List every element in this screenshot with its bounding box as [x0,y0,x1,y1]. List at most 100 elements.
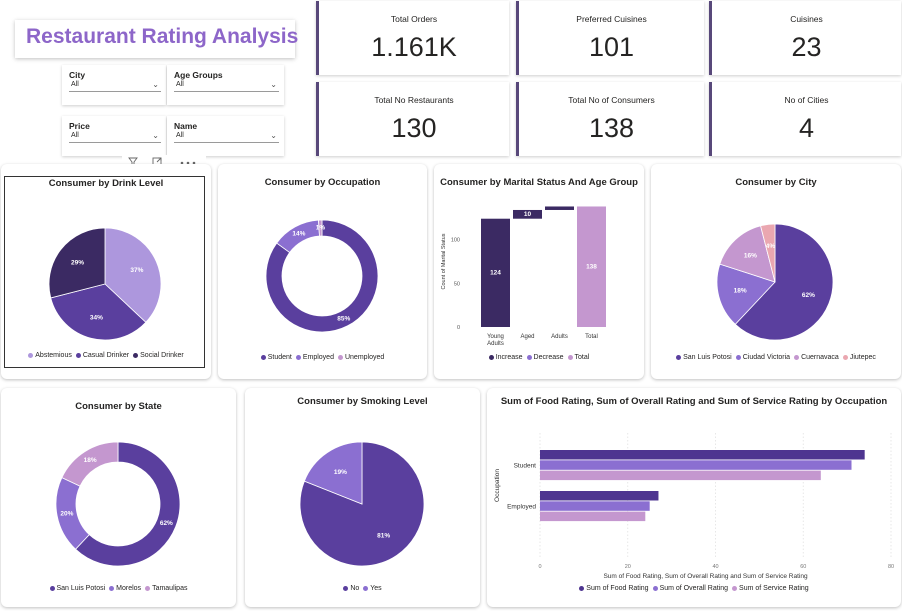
state-donut[interactable]: 62% 20% 18% [1,388,236,607]
pie-slice-abstemious[interactable] [104,227,162,323]
slicer-name[interactable]: Name All ⌄ [167,116,284,156]
kpi-label: Total No of Consumers [568,95,655,105]
legend-label: Sum of Service Rating [739,585,809,592]
waterfall-bar-young-adults[interactable] [481,218,510,327]
data-label: 18% [734,288,747,295]
data-label: 29% [71,259,84,266]
legend-item[interactable]: Abstemious [28,352,72,359]
slicer-price-dropdown[interactable]: All ⌄ [69,131,161,143]
legend-marker [260,354,266,360]
card-city[interactable]: Consumer by City 62% 18% 16% 4% San Luis Po… [651,164,901,379]
legend-marker [363,585,369,591]
more-options-icon[interactable] [180,161,196,165]
chart-legend: San Luis Potosi Ciudad Victoria Cuernavaca… [651,354,901,361]
pie-slice-cuernavaca[interactable] [719,225,776,283]
legend-item[interactable]: Cuernavaca [794,354,839,361]
pie-slice-student[interactable] [265,219,379,333]
slicer-name-dropdown[interactable]: All ⌄ [174,131,279,143]
bar-employed-sum-of-service-rating[interactable] [540,511,646,522]
legend-marker [735,354,741,360]
chart-title: Consumer by Smoking Level [297,396,428,407]
slicer-name-value: All [176,132,184,139]
chevron-down-icon: ⌄ [152,131,159,140]
legend-marker [526,354,532,360]
pie-slice-unemployed[interactable] [318,219,323,237]
legend-label: Decrease [533,354,564,361]
legend-item[interactable]: Morelos [109,585,141,592]
smoking-level-pie[interactable]: 81% 19% [245,388,480,607]
card-ratings-by-occupation[interactable]: Sum of Food Rating, Sum of Overall Ratin… [487,388,901,607]
x-tick-label: 80 [888,564,894,570]
card-marital-status[interactable]: Consumer by Marital Status And Age Group… [434,164,644,379]
legend-item[interactable]: Sum of Overall Rating [652,585,728,592]
card-occupation[interactable]: Consumer by Occupation 85% 14% 1% Student E… [218,164,427,379]
kpi-label: Cuisines [790,14,823,24]
chart-legend: Abstemious Casual Drinker Social Drinker [1,352,211,359]
ratings-by-occupation-bar[interactable]: 0 20 40 60 80 Sum of Food Rating, Sum of Over… [487,388,901,607]
bar-employed-sum-of-food-rating[interactable] [540,491,659,501]
marital-status-waterfall[interactable]: Count of Marital Status050100124YoungAdu… [434,164,644,379]
occupation-donut[interactable]: 85% 14% 1% [218,164,427,379]
x-tick-label: 40 [712,564,718,570]
slicer-price[interactable]: Price All ⌄ [62,116,166,156]
legend-item[interactable]: Decrease [526,354,564,361]
waterfall-bar-adults[interactable] [545,206,574,210]
slicer-age-groups-dropdown[interactable]: All ⌄ [174,80,279,92]
kpi-preferred-cuisines: Preferred Cuisines 101 [516,1,704,75]
legend-item[interactable]: San Luis Potosi [676,354,732,361]
card-drink-level[interactable]: Consumer by Drink Level 37% 34% 29% Abstem… [1,164,211,379]
legend-item[interactable]: Sum of Service Rating [732,585,809,592]
legend-item[interactable]: Casual Drinker [75,352,129,359]
legend-item[interactable]: Jiutepec [842,354,876,361]
legend-item[interactable]: Sum of Food Rating [579,585,649,592]
pie-slice-social-drinker[interactable] [48,227,106,299]
legend-item[interactable]: Employed [295,354,334,361]
chart-title: Consumer by City [735,177,817,188]
x-tick-label: 60 [800,564,806,570]
legend-item[interactable]: Yes [363,585,382,592]
legend-item[interactable]: Tamaulipas [145,585,187,592]
legend-label: Total [574,354,590,361]
legend-item[interactable]: San Luis Potosi [49,585,105,592]
card-state[interactable]: Consumer by State 62% 20% 18% San Luis Pot… [1,388,236,607]
data-label: 85% [337,315,350,322]
pie-slice-tamaulipas[interactable] [61,441,119,487]
legend-item[interactable]: No [343,585,359,592]
slicer-city[interactable]: City All ⌄ [62,65,166,105]
bar-student-sum-of-service-rating[interactable] [540,470,821,481]
chevron-down-icon: ⌄ [270,80,277,89]
chart-legend: Increase Decrease Total [434,354,644,361]
city-pie[interactable]: 62% 18% 16% 4% [651,164,901,379]
pie-slice-san-luis-potosi[interactable] [74,441,181,567]
x-tick-label: Total [585,334,598,340]
legend-label: Tamaulipas [152,585,188,592]
data-label: 16% [744,253,757,260]
waterfall-bar-aged[interactable] [513,209,542,219]
legend-item[interactable]: Increase [488,354,523,361]
legend-item[interactable]: Unemployed [337,354,384,361]
drink-level-pie[interactable]: 37% 34% 29% [1,164,211,379]
legend-label: Student [267,354,292,361]
pie-slice-casual-drinker[interactable] [50,283,147,341]
pie-slice-ciudad-victoria[interactable] [716,263,776,325]
card-smoking-level[interactable]: Consumer by Smoking Level 81% 19% No Yes [245,388,480,607]
pie-slice-jiutepec[interactable] [760,223,776,283]
pie-slice-san-luis-potosi[interactable] [734,223,834,341]
chevron-down-icon: ⌄ [270,131,277,140]
legend-item[interactable]: Ciudad Victoria [735,354,790,361]
x-tick-label: Adults [551,334,568,340]
bar-employed-sum-of-overall-rating[interactable] [540,501,650,511]
pie-slice-yes[interactable] [303,441,363,505]
chart-title: Consumer by Occupation [264,177,381,188]
legend-item[interactable]: Total [567,354,590,361]
legend-item[interactable]: Student [260,354,292,361]
card-selection-border [4,176,205,368]
legend-item[interactable]: Social Drinker [133,352,184,359]
slicer-city-label: City [69,70,86,80]
bar-student-sum-of-overall-rating[interactable] [540,460,852,470]
bar-student-sum-of-food-rating[interactable] [540,450,865,460]
waterfall-bar-total[interactable] [577,206,606,327]
slicer-age-groups[interactable]: Age Groups All ⌄ [167,65,284,105]
legend-label: Social Drinker [140,352,184,359]
slicer-city-dropdown[interactable]: All ⌄ [69,80,161,92]
